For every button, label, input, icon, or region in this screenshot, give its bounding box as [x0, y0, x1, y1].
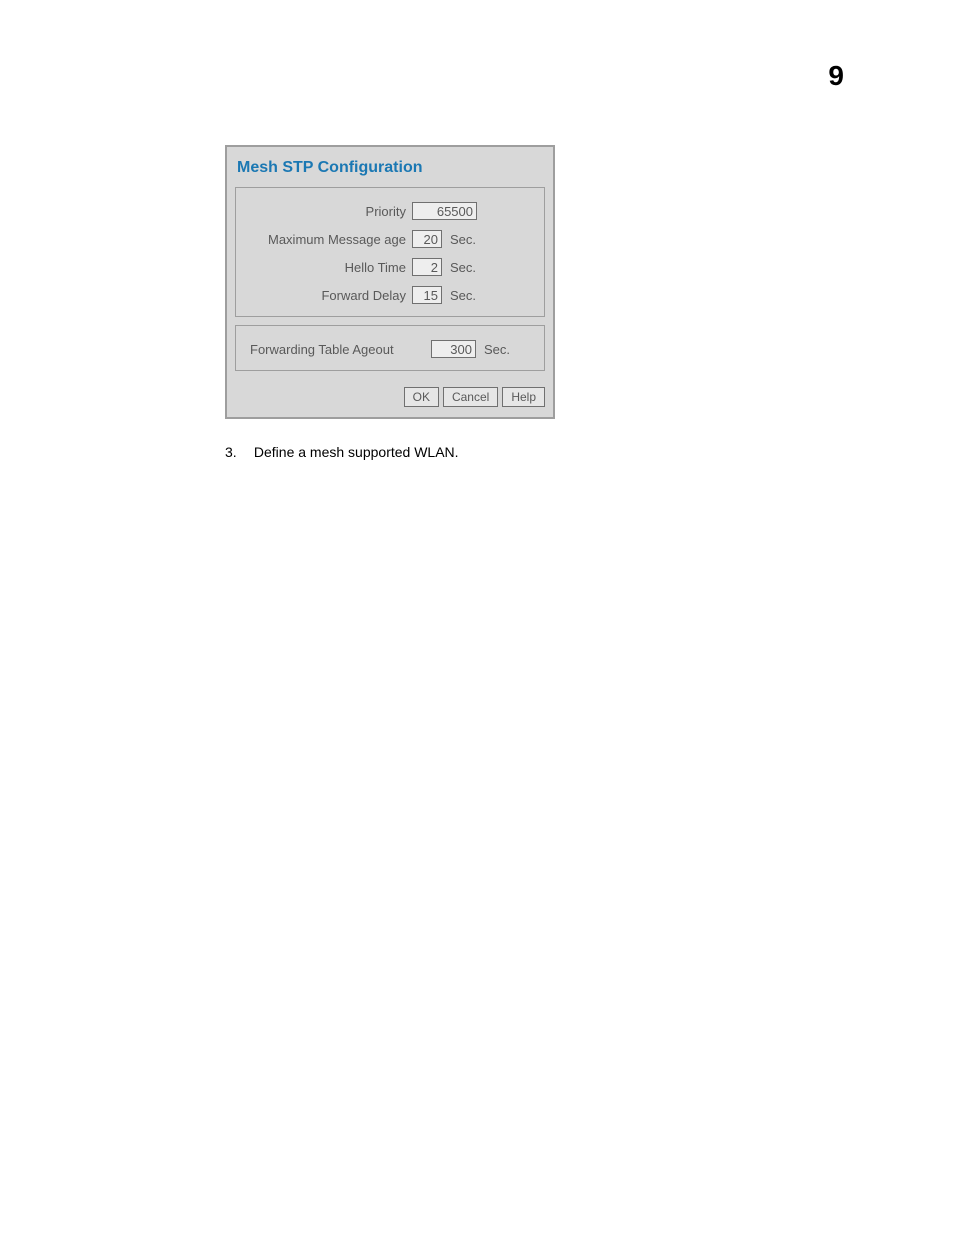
maxmsg-unit: Sec. [450, 232, 476, 247]
fwdelay-row: Forward Delay Sec. [246, 286, 534, 304]
ok-button[interactable]: OK [404, 387, 439, 407]
page-number: 9 [828, 60, 844, 92]
ageout-input[interactable] [431, 340, 476, 358]
hello-input[interactable] [412, 258, 442, 276]
instruction-text: Define a mesh supported WLAN. [254, 444, 459, 460]
mesh-stp-dialog: Mesh STP Configuration Priority Maximum … [225, 145, 555, 419]
help-button[interactable]: Help [502, 387, 545, 407]
fwdelay-input[interactable] [412, 286, 442, 304]
instruction-number: 3. [225, 444, 250, 460]
hello-row: Hello Time Sec. [246, 258, 534, 276]
priority-row: Priority [246, 202, 534, 220]
hello-label: Hello Time [246, 260, 412, 275]
maxmsg-input[interactable] [412, 230, 442, 248]
fwdelay-label: Forward Delay [246, 288, 412, 303]
priority-label: Priority [246, 204, 412, 219]
stp-settings-group: Priority Maximum Message age Sec. Hello … [235, 187, 545, 317]
cancel-button[interactable]: Cancel [443, 387, 498, 407]
dialog-button-row: OK Cancel Help [227, 379, 553, 417]
priority-input[interactable] [412, 202, 477, 220]
fwdelay-unit: Sec. [450, 288, 476, 303]
dialog-title: Mesh STP Configuration [227, 147, 553, 187]
maxmsg-label: Maximum Message age [246, 232, 412, 247]
maxmsg-row: Maximum Message age Sec. [246, 230, 534, 248]
ageout-label: Forwarding Table Ageout [246, 342, 431, 357]
instruction-line: 3. Define a mesh supported WLAN. [225, 444, 459, 460]
ageout-group: Forwarding Table Ageout Sec. [235, 325, 545, 371]
ageout-unit: Sec. [484, 342, 510, 357]
ageout-row: Forwarding Table Ageout Sec. [246, 340, 534, 358]
hello-unit: Sec. [450, 260, 476, 275]
